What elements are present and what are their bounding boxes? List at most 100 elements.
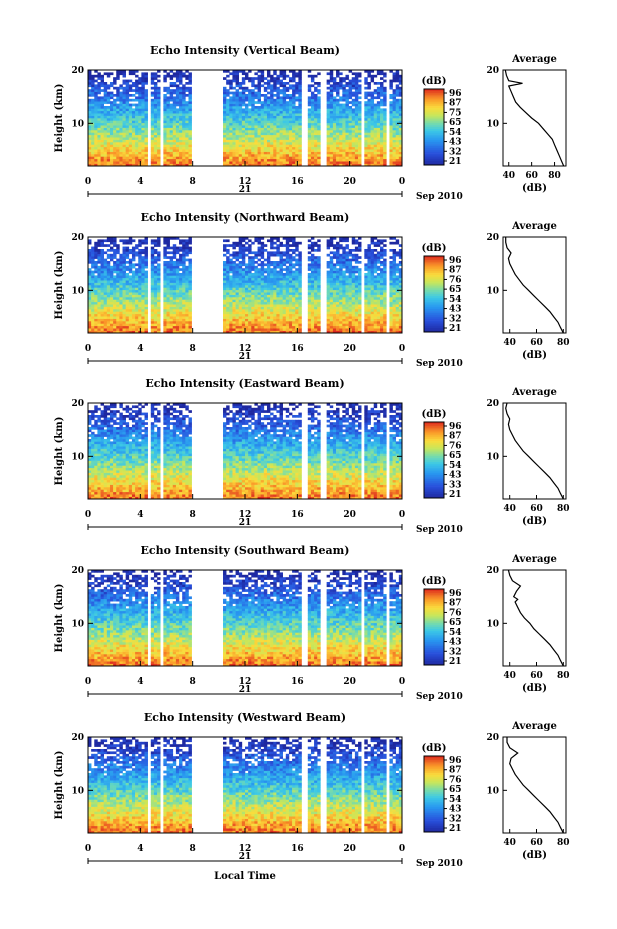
heatmap-cell: [251, 96, 255, 100]
heatmap-cell: [122, 91, 126, 95]
heatmap-cell: [351, 91, 356, 95]
heatmap-cell: [106, 268, 111, 271]
heatmap-cell: [248, 256, 252, 259]
colorbar-segment: [424, 134, 444, 137]
heatmap-cell: [226, 265, 230, 269]
heatmap-cell: [103, 294, 108, 298]
heatmap-cell: [169, 110, 174, 114]
heatmap-cell: [157, 280, 161, 283]
heatmap-cell: [251, 144, 255, 148]
heatmap-cell: [273, 120, 277, 124]
heatmap-cell: [248, 77, 252, 80]
heatmap-cell: [260, 125, 265, 128]
heatmap-cell: [97, 74, 101, 78]
heatmap-cell: [119, 96, 123, 100]
heatmap-cell: [310, 146, 315, 150]
heatmap-cell: [288, 309, 293, 312]
heatmap-cell: [88, 137, 92, 140]
heatmap-cell: [182, 96, 186, 100]
heatmap-cell: [254, 289, 258, 293]
heatmap-cell: [288, 328, 293, 331]
heatmap-cell: [257, 292, 261, 295]
heatmap-cell: [257, 74, 261, 78]
heatmap-cell: [113, 289, 117, 293]
heatmap-cell: [153, 161, 158, 164]
heatmap-cell: [332, 77, 337, 80]
heatmap-cell: [232, 70, 236, 73]
heatmap-cell: [141, 330, 145, 334]
heatmap-cell: [229, 275, 233, 279]
heatmap-cell: [131, 294, 136, 298]
heatmap-cell: [392, 72, 397, 76]
heatmap-cell: [135, 246, 139, 250]
heatmap-cell: [270, 273, 274, 276]
heatmap-cell: [109, 125, 114, 128]
heatmap-cell: [348, 70, 353, 73]
heatmap-cell: [109, 246, 114, 250]
heatmap-cell: [282, 304, 287, 307]
heatmap-cell: [91, 79, 95, 83]
heatmap-cell: [100, 249, 104, 252]
heatmap-cell: [342, 132, 346, 136]
heatmap-cell: [223, 316, 227, 319]
heatmap-cell: [138, 151, 142, 155]
heatmap-cell: [169, 115, 174, 119]
heatmap-cell: [109, 313, 114, 317]
heatmap-cell: [298, 108, 302, 112]
heatmap-cell: [248, 110, 252, 114]
heatmap-cell: [226, 149, 230, 152]
heatmap-cell: [279, 163, 283, 167]
heatmap-cell: [285, 96, 290, 100]
heatmap-cell: [282, 280, 287, 283]
heatmap-cell: [141, 161, 145, 164]
heatmap-cell: [223, 275, 227, 279]
heatmap-cell: [100, 258, 104, 262]
heatmap-cell: [153, 127, 158, 131]
heatmap-cell: [141, 258, 145, 262]
heatmap-cell: [131, 325, 136, 329]
heatmap-cell: [260, 325, 265, 329]
heatmap-cell: [389, 106, 393, 109]
heatmap-cell: [103, 261, 108, 264]
heatmap-cell: [131, 265, 136, 269]
heatmap-cell: [238, 270, 243, 274]
heatmap-cell: [88, 261, 92, 264]
heatmap-cell: [358, 142, 362, 145]
heatmap-cell: [116, 294, 120, 298]
heatmap-cell: [141, 328, 145, 331]
heatmap-cell: [229, 106, 233, 109]
heatmap-cell: [370, 144, 375, 148]
heatmap-cell: [254, 292, 258, 295]
heatmap-cell: [248, 163, 252, 167]
heatmap-cell: [135, 294, 139, 298]
heatmap-cell: [364, 91, 368, 95]
heatmap-cell: [332, 158, 337, 162]
heatmap-cell: [175, 280, 180, 283]
heatmap-cell: [383, 142, 387, 145]
heatmap-cell: [273, 237, 277, 240]
heatmap-cell: [373, 146, 378, 150]
heatmap-cell: [100, 120, 104, 124]
heatmap-cell: [163, 246, 167, 250]
heatmap-cell: [298, 84, 302, 88]
heatmap-cell: [94, 325, 98, 329]
heatmap-cell: [135, 91, 139, 95]
heatmap-cell: [185, 132, 189, 136]
heatmap-cell: [295, 158, 299, 162]
heatmap-cell: [292, 316, 296, 319]
heatmap-cell: [351, 77, 356, 80]
heatmap-cell: [276, 318, 280, 322]
heatmap-cell: [125, 163, 130, 167]
heatmap-cell: [251, 125, 255, 128]
heatmap-cell: [100, 263, 104, 267]
heatmap-cell: [94, 89, 98, 92]
heatmap-cell: [175, 70, 180, 73]
heatmap-cell: [94, 294, 98, 298]
heatmap-cell: [113, 154, 117, 157]
heatmap-cell: [326, 130, 331, 133]
heatmap-cell: [254, 280, 258, 283]
heatmap-cell: [260, 130, 265, 133]
heatmap-cell: [288, 122, 293, 126]
heatmap-cell: [292, 263, 296, 267]
heatmap-cell: [106, 134, 111, 138]
